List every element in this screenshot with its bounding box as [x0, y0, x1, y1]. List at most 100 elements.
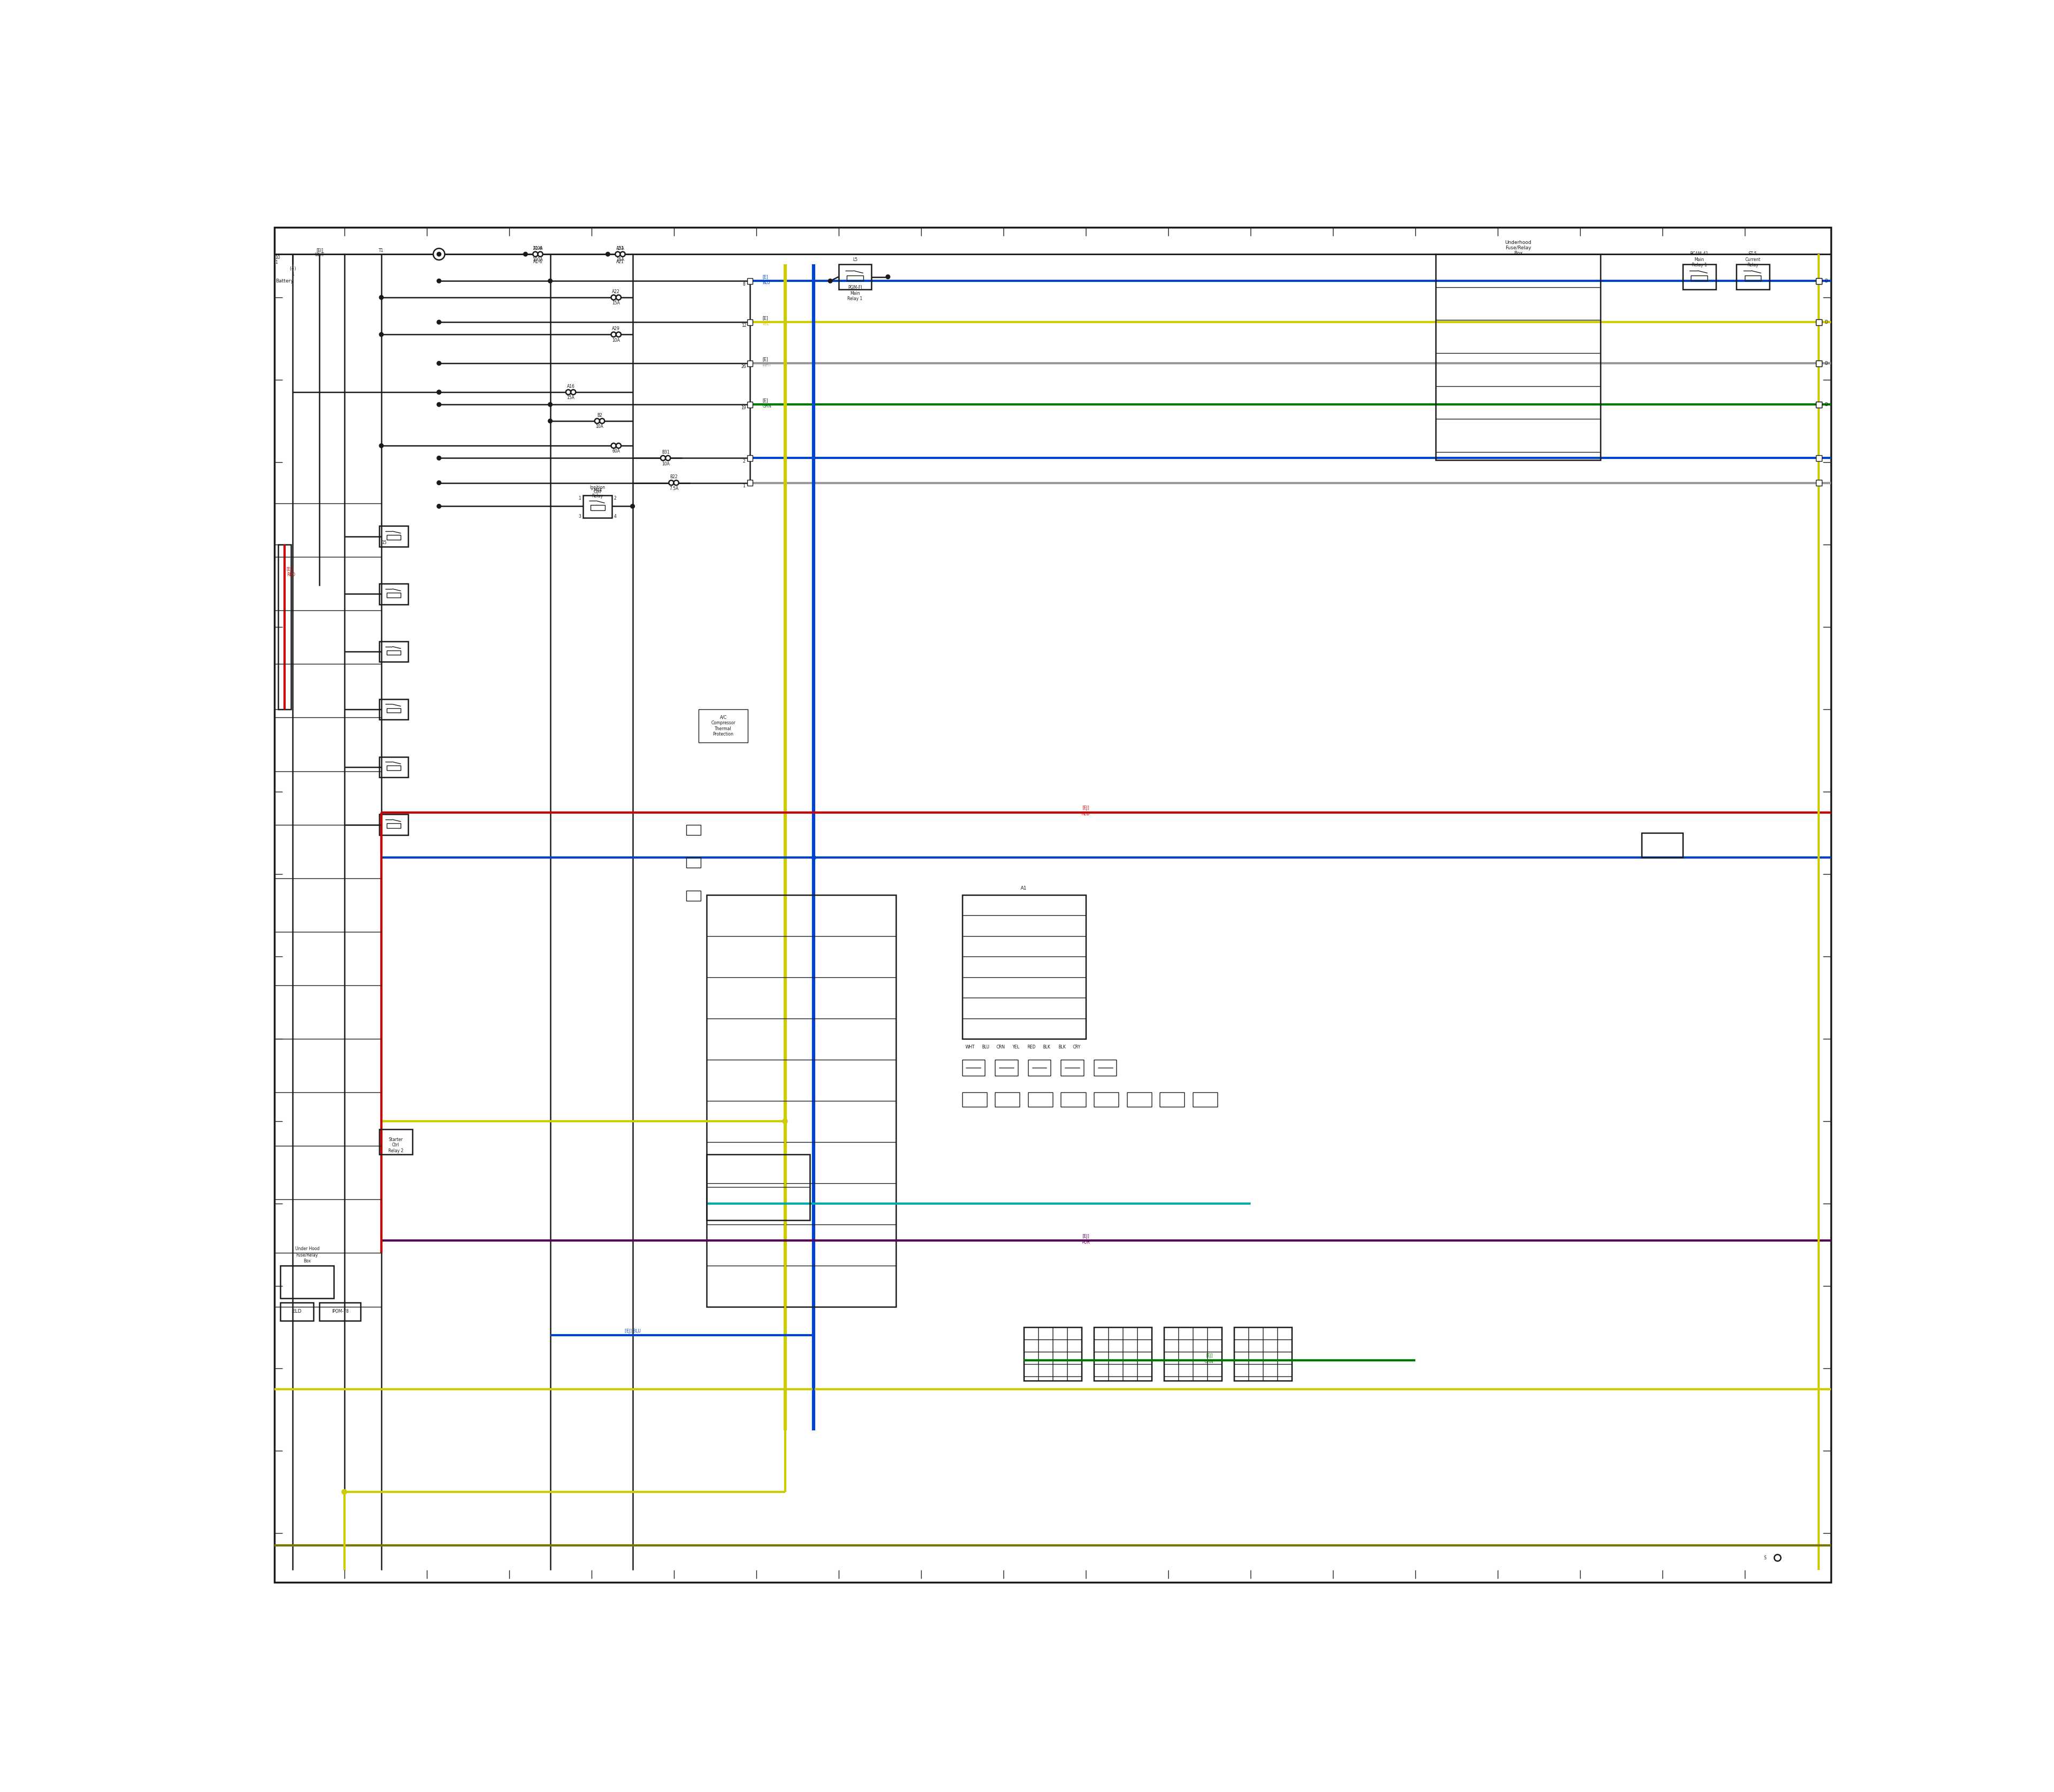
Bar [386, 765, 401, 771]
Bar [1161, 1093, 1185, 1107]
Circle shape [596, 419, 600, 423]
Bar [698, 710, 748, 742]
Circle shape [548, 403, 553, 407]
Text: 100A: 100A [532, 246, 542, 251]
Text: CRN: CRN [996, 1045, 1004, 1050]
Text: A1-6: A1-6 [534, 246, 542, 251]
Text: 1: 1 [292, 272, 294, 276]
Bar [1816, 319, 1822, 324]
Circle shape [620, 251, 624, 256]
Circle shape [438, 280, 442, 283]
Circle shape [612, 332, 616, 337]
Text: A16: A16 [567, 383, 575, 389]
Circle shape [380, 444, 384, 448]
Circle shape [612, 296, 616, 299]
Text: YEL: YEL [762, 321, 770, 326]
Text: [E]: [E] [762, 315, 768, 321]
Text: IPOM-78: IPOM-78 [331, 1310, 349, 1314]
Circle shape [438, 403, 442, 407]
Text: L5: L5 [852, 256, 857, 262]
Bar [1193, 1093, 1218, 1107]
Circle shape [438, 480, 442, 486]
Bar [994, 1093, 1019, 1107]
Circle shape [571, 389, 575, 394]
Bar [380, 1129, 413, 1154]
Bar [1023, 1328, 1082, 1380]
Circle shape [548, 419, 553, 423]
Bar [686, 824, 700, 835]
Text: A/C
Compressor
Thermal
Protection: A/C Compressor Thermal Protection [711, 715, 735, 737]
Text: GRN: GRN [762, 403, 772, 409]
Bar [380, 699, 409, 720]
Circle shape [438, 321, 442, 324]
Bar [380, 756, 409, 778]
Bar [1095, 1059, 1117, 1075]
Circle shape [783, 1120, 787, 1124]
Bar [1062, 1093, 1087, 1107]
Text: Underhood
Fuse/Relay
Box: Underhood Fuse/Relay Box [1506, 240, 1532, 256]
Bar [961, 1093, 986, 1107]
Text: [EJ]: [EJ] [1082, 1235, 1089, 1238]
Text: BLU: BLU [762, 280, 770, 285]
Bar [1165, 1328, 1222, 1380]
Text: BLU: BLU [982, 1045, 990, 1050]
Bar [1095, 1093, 1119, 1107]
Text: A22: A22 [612, 289, 620, 294]
Text: PUR: PUR [1082, 1240, 1091, 1245]
Bar [583, 495, 612, 518]
Circle shape [885, 274, 889, 280]
Circle shape [438, 391, 442, 394]
Circle shape [380, 333, 384, 337]
Bar [281, 1303, 314, 1321]
Text: WHT: WHT [965, 1045, 976, 1050]
Text: [EI]: [EI] [316, 247, 322, 253]
Bar [386, 823, 401, 828]
Circle shape [341, 1489, 347, 1495]
Text: [EJ] BLU: [EJ] BLU [624, 1330, 641, 1333]
Bar [1641, 833, 1682, 858]
Text: Ignition: Ignition [589, 486, 606, 491]
Text: B22: B22 [670, 475, 678, 480]
Text: GRN: GRN [1204, 1360, 1214, 1364]
Text: WHT: WHT [314, 253, 325, 258]
Circle shape [380, 296, 384, 299]
Circle shape [532, 251, 538, 256]
Bar [1027, 1059, 1050, 1075]
Bar [1816, 278, 1822, 283]
Bar [1816, 360, 1822, 366]
Bar [1816, 401, 1822, 407]
Text: CRY: CRY [1072, 1045, 1080, 1050]
Text: [EJ]: [EJ] [1206, 1353, 1212, 1358]
Circle shape [438, 504, 442, 509]
Circle shape [438, 362, 442, 366]
Text: 15: 15 [382, 541, 386, 545]
Text: 15A: 15A [616, 246, 624, 251]
Text: A21: A21 [616, 260, 624, 263]
Text: 10A: 10A [612, 339, 620, 342]
Circle shape [616, 443, 620, 448]
Bar [380, 642, 409, 661]
Text: 10A: 10A [596, 425, 604, 428]
Bar [320, 1303, 362, 1321]
Circle shape [616, 296, 620, 299]
Text: 2: 2 [614, 496, 616, 500]
Circle shape [565, 389, 571, 394]
Text: 15A: 15A [616, 258, 624, 262]
Bar [386, 536, 401, 539]
Circle shape [665, 455, 670, 461]
Bar [1816, 278, 1822, 283]
Text: Starter
Ctrl
Relay 2: Starter Ctrl Relay 2 [388, 1138, 403, 1152]
Text: 26: 26 [741, 364, 746, 369]
Text: [EJ]: [EJ] [288, 566, 294, 572]
Bar [1682, 265, 1715, 289]
Circle shape [674, 480, 678, 486]
Text: 7.5A: 7.5A [670, 486, 678, 491]
Text: ST-5
Current
Relay: ST-5 Current Relay [1746, 251, 1760, 267]
Text: 15A: 15A [567, 396, 575, 400]
Text: D: D [1824, 319, 1828, 324]
Bar [838, 265, 871, 289]
Text: D: D [1824, 278, 1828, 283]
Text: Under Hood: Under Hood [296, 1247, 318, 1251]
Bar [748, 278, 754, 283]
Bar [686, 891, 700, 901]
